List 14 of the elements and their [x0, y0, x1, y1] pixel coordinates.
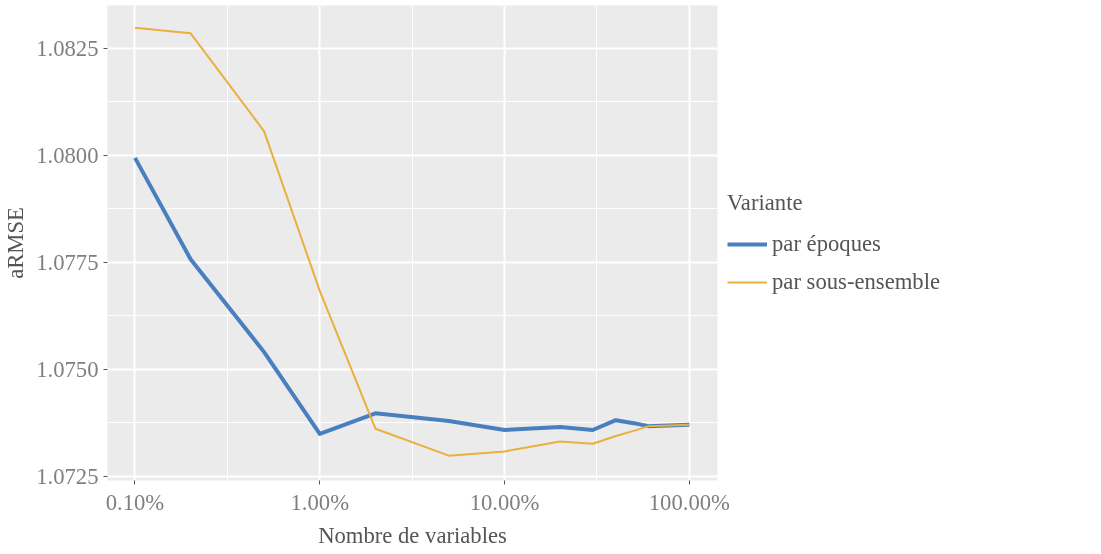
- y-tick-label: 1.0750: [36, 356, 99, 382]
- x-axis-title: Nombre de variables: [318, 522, 507, 548]
- x-tick-label: 10.00%: [469, 489, 540, 515]
- x-tick-label: 100.00%: [648, 489, 731, 515]
- y-tick-label: 1.0800: [36, 142, 99, 168]
- legend-label: par époques: [772, 229, 881, 258]
- x-tick-label: 0.10%: [105, 489, 165, 515]
- x-tick-label: 1.00%: [290, 489, 350, 515]
- y-tick-label: 1.0825: [36, 35, 99, 61]
- legend-title: Variante: [727, 189, 804, 216]
- y-tick-label: 1.0775: [36, 249, 99, 275]
- y-tick-label: 1.0725: [36, 463, 99, 489]
- y-axis-title: aRMSE: [3, 207, 29, 279]
- legend-label: par sous-ensemble: [772, 267, 940, 296]
